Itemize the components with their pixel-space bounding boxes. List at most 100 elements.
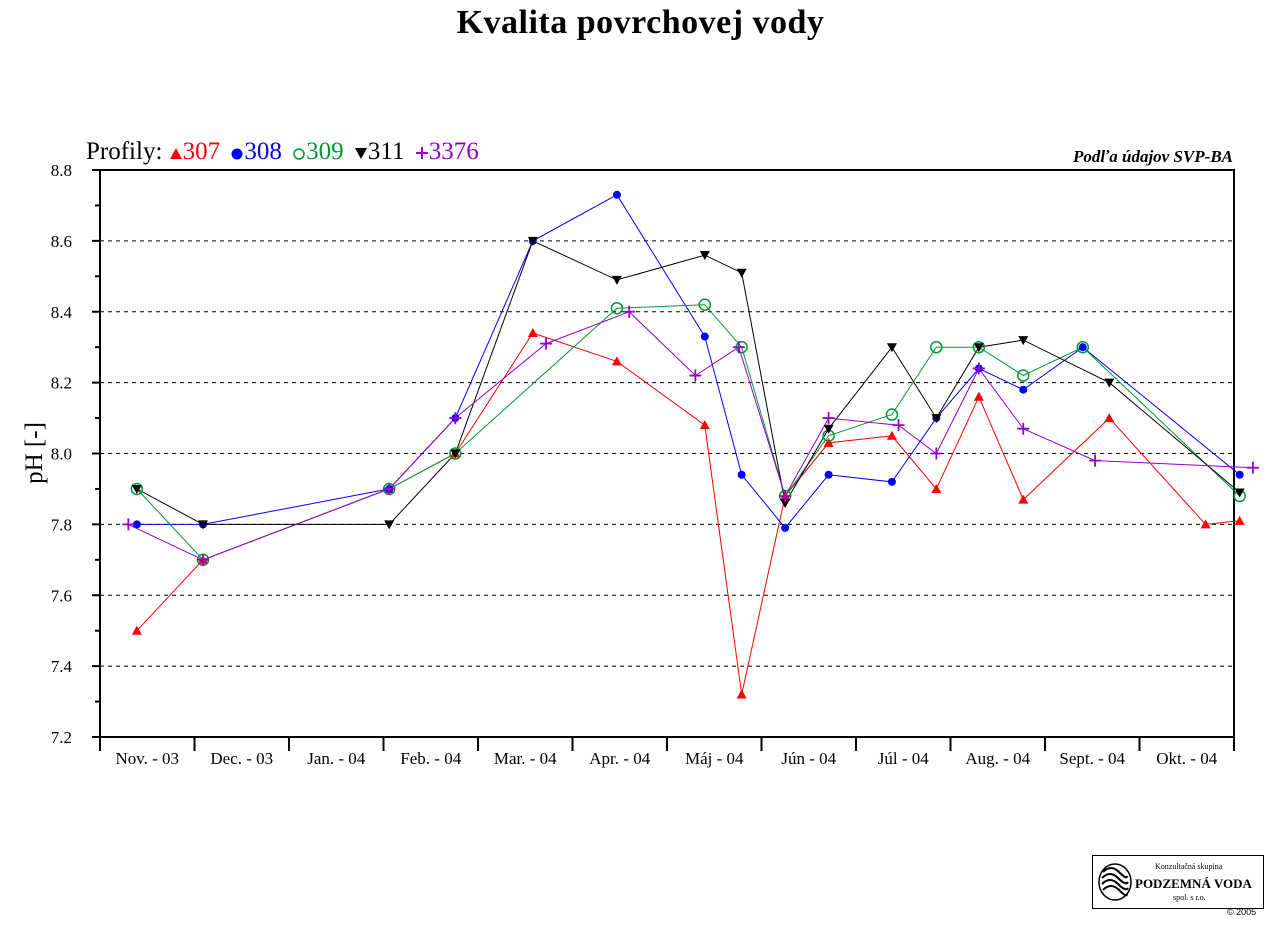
data-point-3376: [623, 305, 636, 318]
data-point-311: [1234, 488, 1245, 498]
data-point-311: [931, 414, 942, 424]
data-point-3376: [779, 490, 792, 503]
data-point-309: [698, 298, 712, 311]
y-tick-label: 8.4: [51, 303, 73, 322]
triangle-down-marker-icon: [354, 148, 367, 159]
legend-label-307: 307: [182, 138, 221, 165]
data-point-3376: [1017, 422, 1030, 435]
legend-item-309: 309: [292, 138, 350, 165]
data-point-309: [972, 340, 986, 354]
data-point-311: [823, 424, 834, 434]
data-point-307: [1234, 515, 1245, 525]
series-line-3376: [128, 311, 1253, 561]
series-line-307: [136, 332, 1240, 695]
data-point-308: [132, 520, 141, 529]
data-point-3376: [449, 412, 462, 425]
data-point-309: [930, 340, 943, 354]
data-point-3376: [1089, 454, 1102, 467]
data-point-311: [611, 275, 622, 285]
legend-label-308: 308: [244, 138, 282, 165]
data-point-308: [824, 470, 833, 479]
data-point-311: [1104, 378, 1115, 388]
y-tick-label: 8.2: [51, 374, 72, 393]
data-point-307: [1104, 413, 1115, 423]
x-tick-label: Mar. - 04: [494, 749, 557, 768]
legend-item-311: 311: [354, 138, 411, 165]
data-point-309: [1076, 340, 1090, 354]
plus-marker-icon: [415, 147, 428, 159]
x-tick-label: Jan. - 04: [307, 749, 366, 768]
x-tick-label: Nov. - 03: [115, 749, 179, 768]
x-tick-label: Jún - 04: [781, 749, 836, 768]
legend-item-3376: 3376: [415, 138, 479, 165]
series-line-311: [136, 240, 1241, 525]
y-tick-label: 8.6: [51, 232, 72, 251]
legend-item-308: 308: [230, 138, 288, 165]
data-point-3376: [972, 362, 985, 375]
data-point-3376: [930, 447, 943, 460]
data-point-308: [1078, 343, 1087, 352]
data-point-309: [1017, 369, 1030, 382]
legend: Profily: 307 308 309 311 3376: [86, 138, 483, 166]
legend-label-3376: 3376: [428, 138, 479, 165]
data-point-307: [1200, 519, 1211, 529]
logo-line2: PODZEMNÁ VODA: [1135, 876, 1252, 891]
x-tick-label: Sept. - 04: [1059, 749, 1125, 768]
data-point-311: [1018, 336, 1029, 346]
y-tick-label: 7.2: [51, 728, 72, 747]
copyright: © 2005: [1227, 907, 1257, 917]
x-tick-label: Apr. - 04: [589, 749, 650, 768]
data-point-311: [384, 520, 395, 530]
data-point-3376: [197, 553, 210, 566]
y-axis-label: pH [-]: [21, 422, 48, 484]
data-point-309: [130, 482, 144, 496]
data-point-308: [1235, 470, 1244, 479]
data-point-307: [736, 689, 747, 699]
data-point-309: [449, 447, 462, 460]
data-point-308: [700, 332, 709, 341]
x-tick-label: Júl - 04: [878, 749, 930, 768]
legend-item-307: 307: [169, 138, 227, 165]
data-point-307: [886, 430, 897, 440]
data-point-311: [699, 251, 710, 261]
x-tick-label: Feb. - 04: [400, 749, 461, 768]
data-point-307: [527, 328, 538, 338]
data-point-308: [887, 477, 896, 486]
open-circle-marker-icon: [293, 148, 305, 160]
data-source-note: Podľa údajov SVP-BA: [1073, 147, 1233, 166]
data-point-308: [612, 190, 621, 199]
data-point-3376: [732, 341, 745, 354]
data-point-311: [780, 499, 791, 509]
chart-title: Kvalita povrchovej vody: [456, 4, 825, 41]
data-point-311: [886, 343, 897, 353]
data-point-3376: [383, 482, 396, 495]
data-point-307: [611, 356, 622, 366]
triangle-up-marker-icon: [169, 148, 182, 159]
data-point-311: [450, 449, 461, 459]
legend-label-311: 311: [367, 138, 405, 165]
y-tick-label: 8.8: [51, 161, 72, 180]
y-tick-label: 8.0: [51, 445, 72, 464]
data-point-307: [131, 625, 142, 635]
data-point-3376: [540, 337, 553, 350]
legend-prefix: Profily:: [86, 138, 163, 165]
data-point-308: [1019, 385, 1028, 394]
data-point-3376: [822, 412, 835, 425]
data-point-309: [610, 301, 624, 315]
data-point-307: [973, 391, 984, 401]
data-point-3376: [892, 419, 905, 432]
logo-line3: spol. s r.o.: [1173, 893, 1206, 902]
data-point-311: [527, 236, 538, 246]
data-point-307: [931, 483, 942, 493]
data-point-311: [973, 343, 984, 353]
data-point-307: [1018, 494, 1029, 504]
x-tick-label: Máj - 04: [685, 749, 744, 768]
filled-circle-marker-icon: [231, 148, 243, 160]
data-point-3376: [689, 369, 702, 382]
x-tick-label: Dec. - 03: [210, 749, 273, 768]
data-point-311: [736, 268, 747, 278]
data-point-307: [699, 420, 710, 430]
x-tick-label: Aug. - 04: [965, 749, 1030, 768]
data-point-311: [131, 484, 142, 494]
